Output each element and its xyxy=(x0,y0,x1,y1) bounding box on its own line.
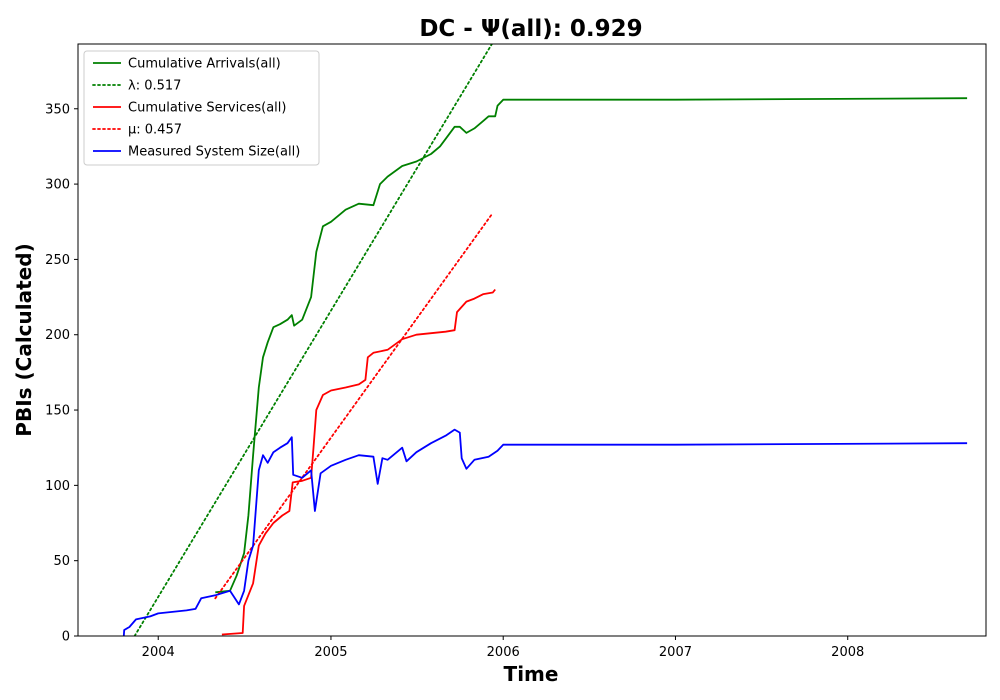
series-line-4 xyxy=(122,428,968,636)
x-tick-label: 2004 xyxy=(142,645,175,660)
y-tick-label: 350 xyxy=(45,102,70,117)
y-tick-label: 200 xyxy=(45,328,70,343)
series-line-1 xyxy=(133,44,493,636)
x-tick-label: 2007 xyxy=(659,645,692,660)
legend: Cumulative Arrivals(all) λ: 0.517 Cumulati… xyxy=(83,50,320,166)
legend-label: Cumulative Services(all) xyxy=(128,101,286,116)
x-axis-title: Time xyxy=(504,662,559,686)
y-axis: 0 50 100 150 200 250 300 350 xyxy=(45,102,78,645)
legend-label: λ: 0.517 xyxy=(128,79,181,94)
series-line-0 xyxy=(215,97,968,594)
legend-label: μ: 0.457 xyxy=(128,123,182,138)
y-tick-label: 50 xyxy=(53,554,70,569)
y-tick-label: 100 xyxy=(45,479,70,494)
x-tick-label: 2008 xyxy=(831,645,864,660)
chart-title: DC - Ψ(all): 0.929 xyxy=(419,16,642,42)
x-axis: 2004 2005 2006 2007 2008 xyxy=(142,636,864,660)
x-tick-label: 2006 xyxy=(487,645,520,660)
y-tick-label: 150 xyxy=(45,404,70,419)
axes-frame xyxy=(77,43,987,637)
legend-frame xyxy=(83,50,320,166)
series-line-3 xyxy=(214,213,493,600)
series-line-2 xyxy=(221,288,496,636)
legend-label: Cumulative Arrivals(all) xyxy=(128,57,281,72)
y-tick-label: 0 xyxy=(62,630,70,645)
x-tick-label: 2005 xyxy=(314,645,347,660)
y-tick-label: 250 xyxy=(45,253,70,268)
y-axis-title: PBIs (Calculated) xyxy=(12,243,36,436)
plot-area xyxy=(122,44,968,636)
legend-label: Measured System Size(all) xyxy=(128,145,300,160)
y-tick-label: 300 xyxy=(45,178,70,193)
